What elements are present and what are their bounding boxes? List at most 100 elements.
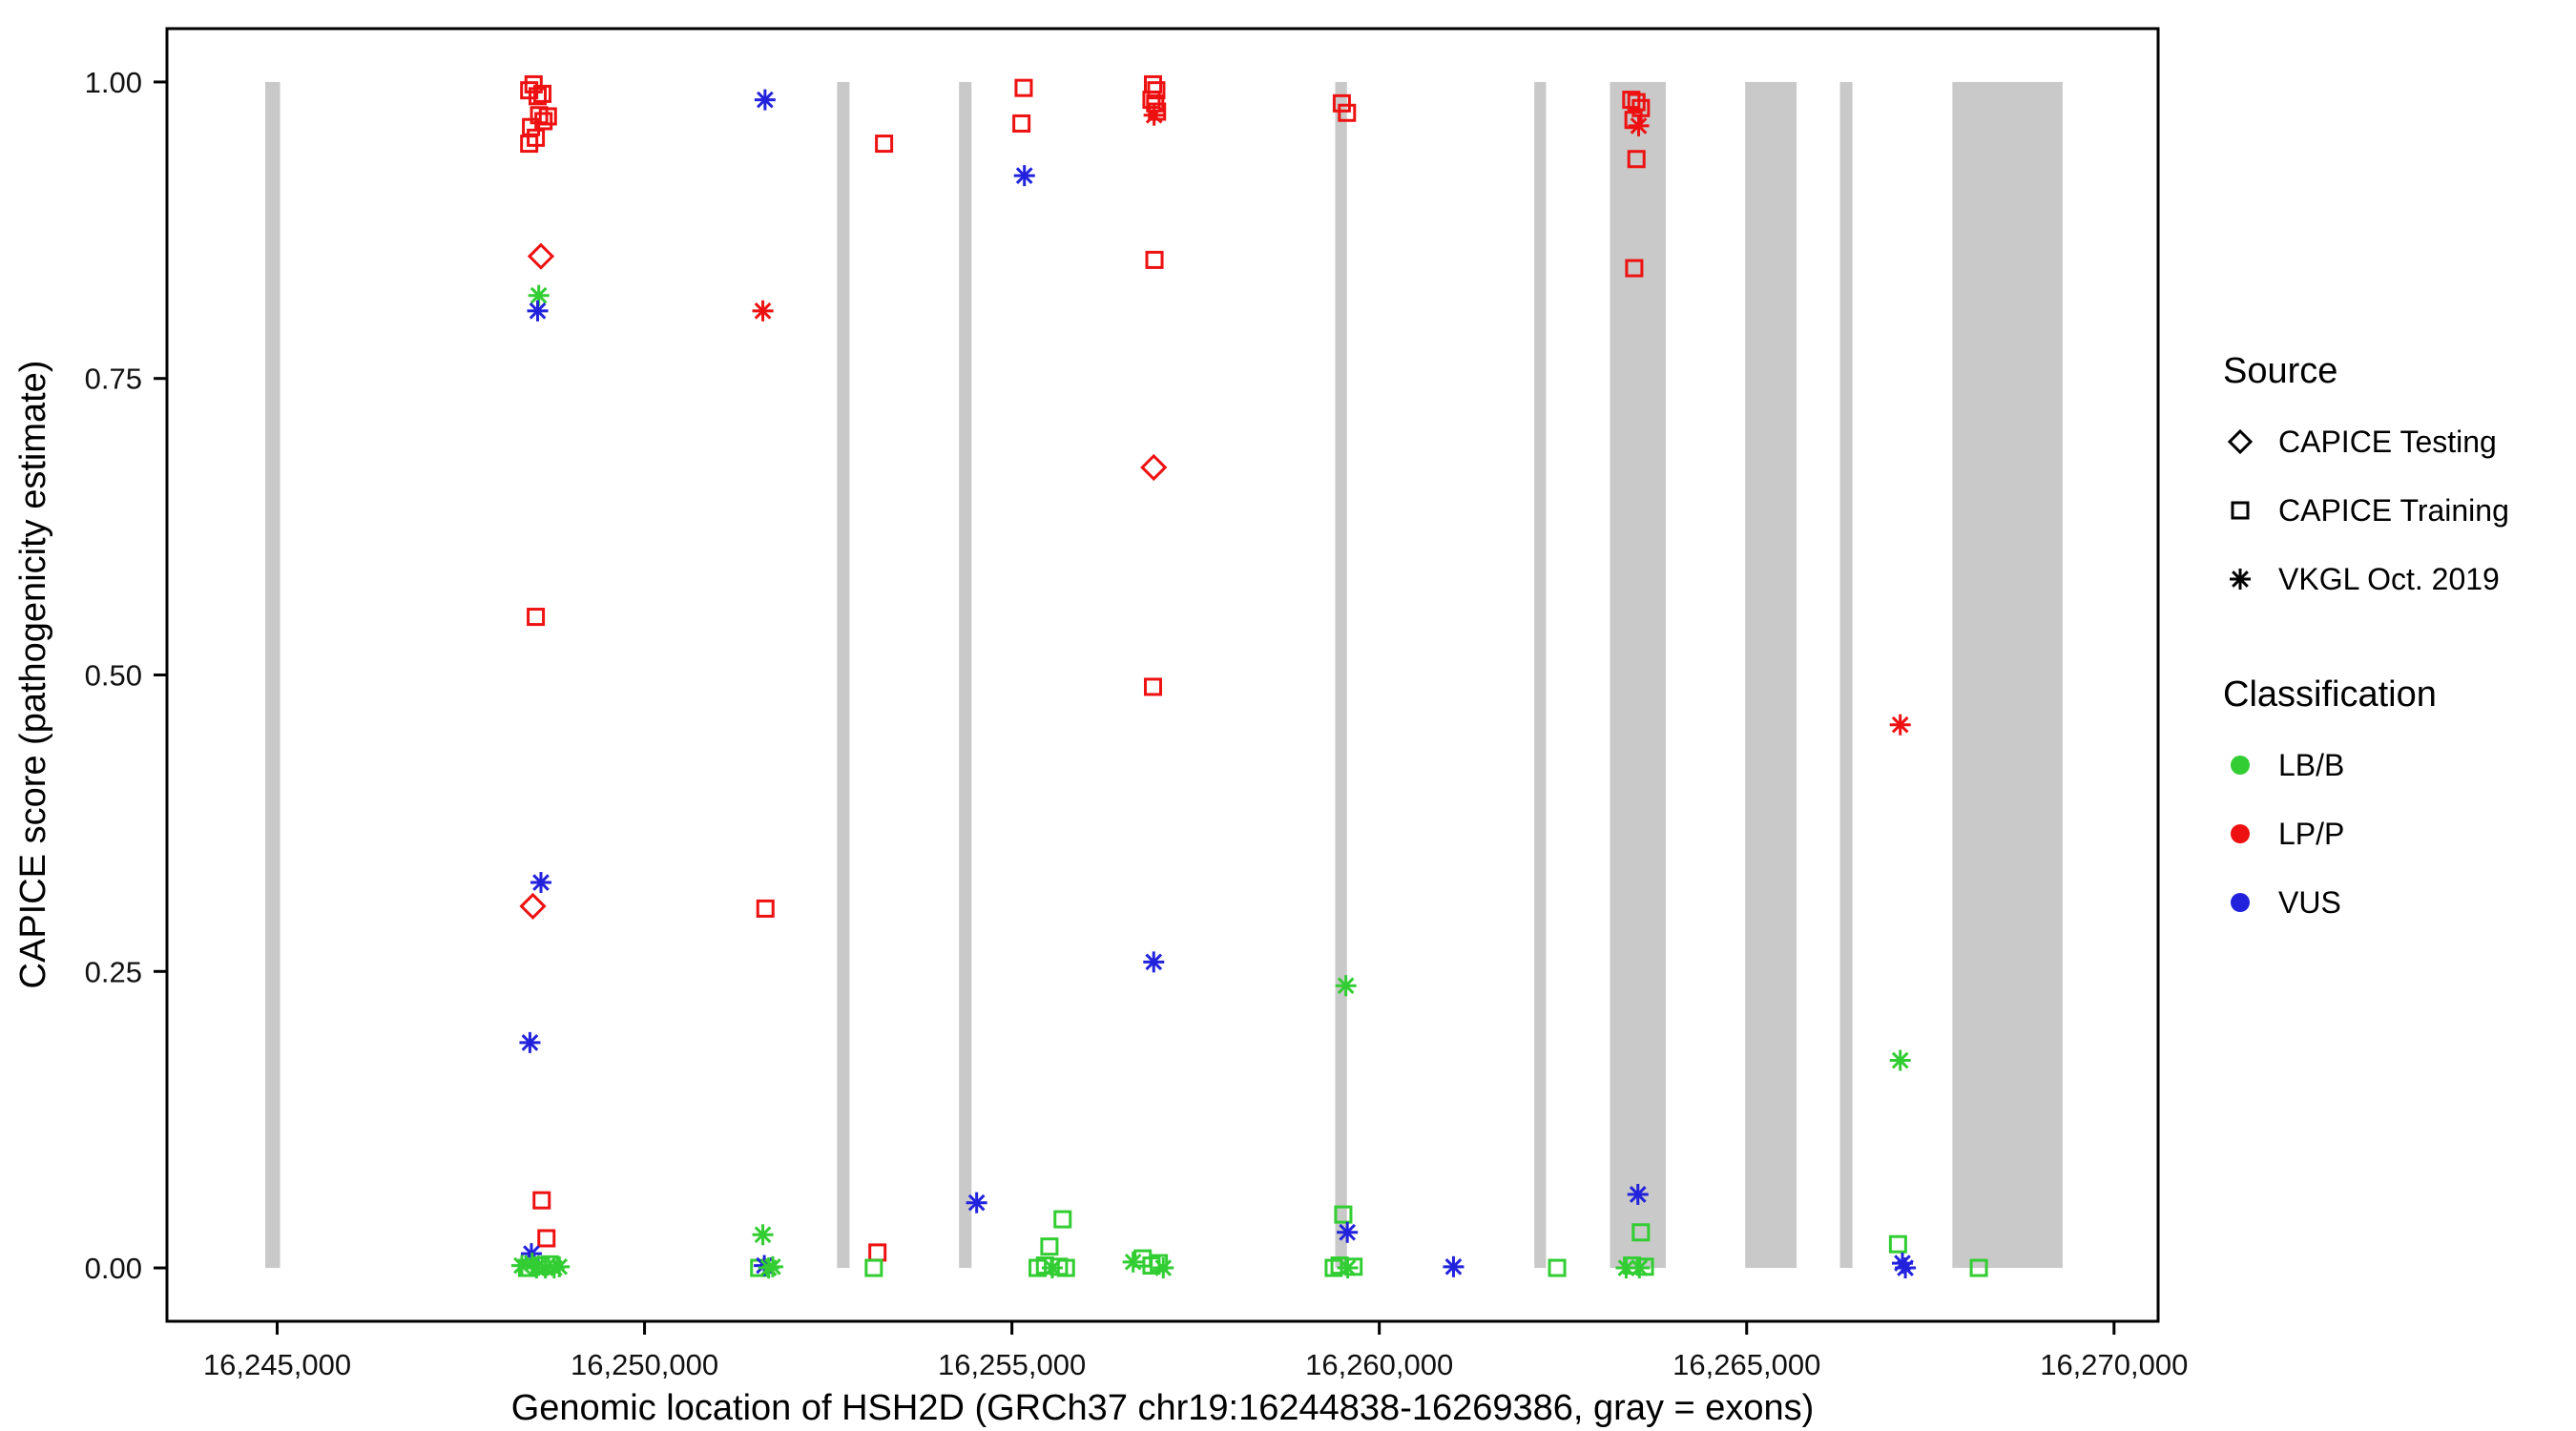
data-point-asterisk [1891, 1051, 1909, 1069]
data-point-square [534, 112, 553, 131]
data-point-square [529, 87, 548, 106]
data-point-asterisk [1015, 167, 1033, 184]
exon-bar [1610, 81, 1667, 1269]
y-axis-tick-label: 0.25 [85, 955, 142, 988]
data-point-square [1142, 91, 1161, 110]
blue-dot-icon [2223, 885, 2257, 920]
data-point-asterisk [1617, 1259, 1635, 1276]
legend-item-label: CAPICE Testing [2278, 424, 2497, 459]
data-point-square [1548, 1258, 1567, 1277]
data-point-asterisk [1339, 1223, 1357, 1241]
data-point-square [1053, 1210, 1072, 1229]
data-point-asterisk [530, 286, 548, 304]
data-point-square [532, 1191, 551, 1210]
data-point-square [1627, 93, 1646, 112]
legend: Source CAPICE Testing CAPICE Training [2223, 351, 2509, 950]
exon-bar [1952, 81, 2063, 1269]
x-axis-title: Genomic location of HSH2D (GRCh37 chr19:… [510, 1388, 1815, 1428]
x-axis-tick-label: 16,250,000 [571, 1348, 718, 1381]
legend-section-source: Source CAPICE Testing CAPICE Training [2223, 351, 2509, 600]
data-point-square [1148, 102, 1167, 121]
data-point-square [875, 135, 894, 154]
data-point-square [868, 1243, 887, 1262]
data-point-asterisk [757, 91, 774, 109]
exon-bar [959, 81, 972, 1269]
data-point-square [1969, 1258, 1988, 1277]
x-axis-tick-label: 16,270,000 [2040, 1348, 2188, 1381]
data-point-asterisk [967, 1193, 986, 1212]
data-point-square [1147, 81, 1166, 100]
data-point-square [1627, 150, 1646, 169]
data-point-square [1334, 1205, 1353, 1224]
data-point-square [1145, 250, 1164, 269]
exon-bar [265, 81, 280, 1269]
data-point-square [1635, 1257, 1654, 1276]
data-point-asterisk [754, 1226, 772, 1244]
data-point-asterisk [1891, 716, 1909, 734]
asterisk-icon [2230, 569, 2251, 590]
exon-bar [1335, 81, 1347, 1269]
data-point-asterisk [764, 1257, 781, 1275]
data-point-square [1344, 1257, 1363, 1276]
data-point-square [1631, 1223, 1651, 1242]
y-axis-title: CAPICE score (pathogenicity estimate) [13, 360, 53, 989]
red-dot-icon [2223, 817, 2257, 851]
data-point-square [1014, 78, 1033, 97]
x-axis-tick-label: 16,255,000 [938, 1348, 1086, 1381]
legend-item-vkgl: VKGL Oct. 2019 [2223, 558, 2509, 600]
data-point-square [1888, 1234, 1907, 1254]
data-point-asterisk [529, 302, 547, 320]
square-icon [2231, 501, 2250, 520]
data-point-asterisk [1444, 1257, 1463, 1275]
legend-item-label: VKGL Oct. 2019 [2278, 561, 2500, 596]
y-axis-tick-label: 0.00 [85, 1252, 142, 1285]
data-point-asterisk [1629, 1186, 1647, 1203]
data-point-asterisk [521, 1034, 539, 1051]
data-point-square [1056, 1258, 1075, 1277]
y-axis-tick-label: 0.50 [85, 659, 142, 693]
data-point-asterisk [1339, 1259, 1357, 1276]
data-point-asterisk [551, 1257, 569, 1275]
data-point-asterisk [1145, 953, 1163, 971]
exon-bar [1745, 81, 1797, 1269]
data-point-square [1332, 93, 1351, 113]
data-point-diamond [1140, 453, 1168, 482]
data-point-asterisk [1897, 1259, 1914, 1276]
data-point-asterisk [754, 302, 772, 320]
data-point-square [538, 107, 557, 126]
data-point-square [864, 1258, 883, 1277]
x-axis-tick-label: 16,265,000 [1672, 1348, 1820, 1381]
diamond-icon [2227, 428, 2254, 455]
data-point-square [756, 899, 775, 918]
data-point-square [533, 84, 552, 103]
data-point-square [537, 1229, 556, 1248]
data-point-asterisk [1630, 117, 1648, 135]
y-axis-tick-label: 0.75 [85, 363, 142, 396]
data-point-square [1012, 114, 1031, 133]
panel-border [165, 27, 2160, 1323]
legend-item-capice-training: CAPICE Training [2223, 489, 2509, 531]
legend-item-label: LP/P [2278, 816, 2345, 851]
legend-item-label: VUS [2278, 884, 2341, 920]
exon-bar [1534, 81, 1547, 1269]
legend-item-label: CAPICE Training [2278, 492, 2509, 528]
legend-item-label: LB/B [2278, 747, 2345, 782]
data-point-asterisk [1154, 1259, 1173, 1276]
data-point-square [1040, 1237, 1059, 1256]
data-point-square [520, 135, 539, 154]
x-axis-tick-label: 16,260,000 [1305, 1348, 1453, 1381]
exon-bar [837, 81, 850, 1269]
legend-source-title: Source [2223, 351, 2338, 391]
legend-classification-title: Classification [2223, 674, 2437, 715]
legend-section-classification: Classification LB/B LP/P VUS [2223, 674, 2509, 923]
data-point-square [1624, 111, 1643, 130]
data-point-asterisk [1337, 977, 1355, 995]
data-point-asterisk [1631, 1259, 1649, 1276]
y-axis-tick-label: 1.00 [85, 66, 142, 99]
legend-item-lpp: LP/P [2223, 813, 2509, 855]
data-point-square [1143, 677, 1162, 696]
data-point-square [527, 608, 546, 627]
exon-bar [1839, 81, 1853, 1269]
